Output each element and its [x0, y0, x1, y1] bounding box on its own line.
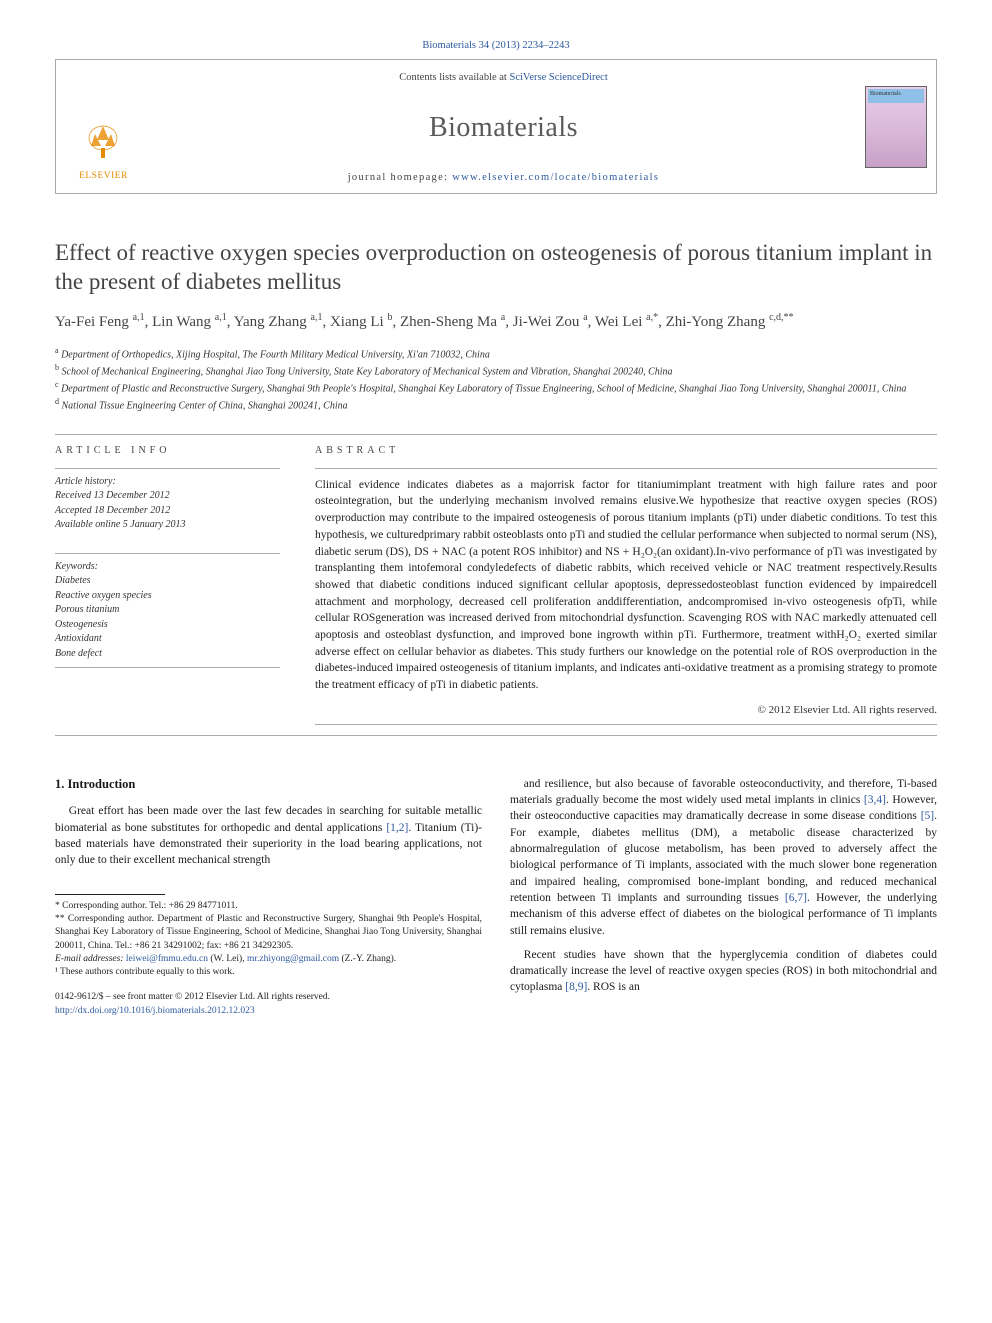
- publisher-logo-cell: ELSEVIER: [56, 60, 151, 193]
- citation-line: Biomaterials 34 (2013) 2234–2243: [55, 40, 937, 51]
- abstract-label: ABSTRACT: [315, 445, 937, 456]
- abstract-column: ABSTRACT Clinical evidence indicates dia…: [315, 445, 937, 725]
- issn-line: 0142-9612/$ – see front matter © 2012 El…: [55, 991, 482, 1004]
- keyword: Antioxidant: [55, 632, 280, 647]
- footnote-corresponding-2: ** Corresponding author. Department of P…: [55, 913, 482, 953]
- history-accepted: Accepted 18 December 2012: [55, 504, 280, 519]
- elsevier-wordmark: ELSEVIER: [79, 171, 128, 181]
- keyword: Diabetes: [55, 574, 280, 589]
- footnotes-block: * Corresponding author. Tel.: +86 29 847…: [55, 900, 482, 980]
- section-heading-introduction: 1. Introduction: [55, 776, 482, 794]
- cover-thumbnail[interactable]: Biomaterials: [865, 86, 927, 168]
- copyright-line: © 2012 Elsevier Ltd. All rights reserved…: [315, 704, 937, 716]
- email-label: E-mail addresses:: [55, 954, 124, 964]
- footnote-equal-contribution: ¹ These authors contribute equally to th…: [55, 966, 482, 979]
- keyword: Bone defect: [55, 647, 280, 662]
- article-title: Effect of reactive oxygen species overpr…: [55, 239, 937, 297]
- affiliations-block: a Department of Orthopedics, Xijing Hosp…: [55, 345, 937, 414]
- history-label: Article history:: [55, 475, 280, 490]
- issn-doi-bar: 0142-9612/$ – see front matter © 2012 El…: [55, 991, 482, 1018]
- divider: [315, 468, 937, 469]
- authors-line: Ya-Fei Feng a,1, Lin Wang a,1, Yang Zhan…: [55, 311, 937, 333]
- homepage-link[interactable]: www.elsevier.com/locate/biomaterials: [452, 172, 659, 183]
- keyword: Reactive oxygen species: [55, 589, 280, 604]
- footnote-rule: [55, 894, 165, 895]
- email-who-2: (Z.-Y. Zhang).: [339, 954, 396, 964]
- elsevier-logo[interactable]: ELSEVIER: [79, 120, 128, 181]
- history-received: Received 13 December 2012: [55, 489, 280, 504]
- contents-lists-line: Contents lists available at SciVerse Sci…: [399, 72, 607, 83]
- intro-paragraph-2: and resilience, but also because of favo…: [510, 776, 937, 939]
- article-history: Article history: Received 13 December 20…: [55, 468, 280, 533]
- abstract-text: Clinical evidence indicates diabetes as …: [315, 477, 937, 694]
- email-link-1[interactable]: leiwei@fmmu.edu.cn: [126, 954, 208, 964]
- elsevier-tree-icon: [83, 120, 123, 169]
- article-info-column: ARTICLE INFO Article history: Received 1…: [55, 445, 280, 725]
- journal-homepage-line: journal homepage: www.elsevier.com/locat…: [348, 172, 660, 183]
- doi-link[interactable]: http://dx.doi.org/10.1016/j.biomaterials…: [55, 1006, 255, 1016]
- homepage-label: journal homepage:: [348, 172, 452, 183]
- left-column: 1. Introduction Great effort has been ma…: [55, 776, 482, 1019]
- journal-header-box: ELSEVIER Contents lists available at Sci…: [55, 59, 937, 194]
- email-who-1: (W. Lei),: [208, 954, 247, 964]
- contents-label: Contents lists available at: [399, 72, 509, 83]
- journal-name: Biomaterials: [429, 112, 578, 144]
- header-middle: Contents lists available at SciVerse Sci…: [151, 60, 856, 193]
- cover-cell: Biomaterials: [856, 60, 936, 193]
- history-online: Available online 5 January 2013: [55, 518, 280, 533]
- footnote-emails: E-mail addresses: leiwei@fmmu.edu.cn (W.…: [55, 953, 482, 966]
- keyword: Osteogenesis: [55, 618, 280, 633]
- keyword: Porous titanium: [55, 603, 280, 618]
- sciverse-link[interactable]: SciVerse ScienceDirect: [509, 72, 607, 83]
- cover-title: Biomaterials: [868, 89, 924, 103]
- divider: [55, 434, 937, 435]
- keywords-block: Keywords: Diabetes Reactive oxygen speci…: [55, 553, 280, 669]
- email-link-2[interactable]: mr.zhiyong@gmail.com: [247, 954, 339, 964]
- divider: [315, 724, 937, 725]
- intro-paragraph-1: Great effort has been made over the last…: [55, 803, 482, 868]
- divider: [55, 735, 937, 736]
- article-info-label: ARTICLE INFO: [55, 445, 280, 456]
- right-column: and resilience, but also because of favo…: [510, 776, 937, 1019]
- footnote-corresponding-1: * Corresponding author. Tel.: +86 29 847…: [55, 900, 482, 913]
- keywords-label: Keywords:: [55, 560, 280, 575]
- intro-paragraph-3: Recent studies have shown that the hyper…: [510, 947, 937, 996]
